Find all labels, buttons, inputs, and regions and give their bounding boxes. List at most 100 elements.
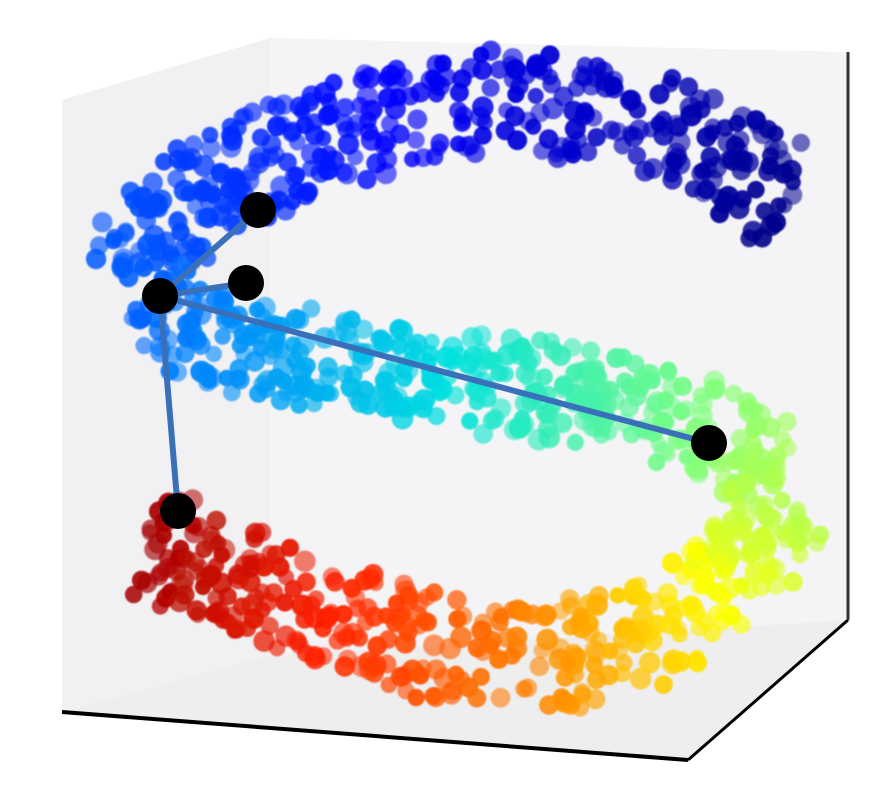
scatter-point	[209, 205, 231, 227]
scatter-point	[503, 647, 521, 665]
scatter-point	[175, 344, 195, 364]
scatter-point	[622, 425, 641, 444]
scatter-point	[259, 95, 278, 114]
scatter-point	[471, 667, 490, 686]
scatter-point	[473, 126, 492, 145]
scatter-point	[239, 571, 261, 593]
scatter-point	[449, 101, 468, 120]
graph-node-hub	[142, 278, 178, 314]
scatter-point	[423, 333, 440, 350]
scatter-point	[356, 614, 374, 631]
scatter-point	[235, 345, 253, 363]
scatter-point	[351, 96, 369, 114]
scatter-point	[357, 394, 379, 415]
scatter-point	[317, 159, 339, 181]
graph-nodes	[142, 192, 727, 529]
scatter-point	[431, 384, 449, 402]
scatter-point	[173, 569, 195, 590]
scatter-point	[283, 375, 303, 396]
scatter-point	[128, 308, 151, 330]
scatter-point	[589, 586, 609, 606]
scatter-point	[566, 363, 584, 381]
scatter-point	[576, 56, 594, 74]
scatter-point	[791, 546, 809, 564]
scatter-point	[267, 116, 288, 137]
scatter-point	[176, 314, 196, 333]
graph-node-n4	[691, 425, 727, 461]
scatter-point	[278, 152, 297, 172]
scatter-point	[436, 67, 456, 87]
scatter-point	[393, 398, 412, 417]
scatter-point	[460, 58, 481, 78]
scatter-point	[260, 616, 279, 635]
scatter-point	[510, 77, 529, 96]
scatter-point	[573, 686, 592, 704]
scatter-point	[395, 615, 417, 638]
scatter-point	[194, 185, 212, 203]
scatter-point	[625, 627, 642, 644]
scatter-point	[214, 328, 231, 345]
scatter-point	[418, 588, 436, 606]
scatter-point	[377, 380, 399, 402]
scatter-point	[273, 342, 290, 359]
scatter-point	[249, 301, 266, 318]
scatter-point	[289, 133, 306, 151]
scatter-point	[758, 162, 778, 182]
scatter-point	[702, 623, 722, 643]
scatter-point	[155, 152, 173, 171]
graph-node-n3	[160, 493, 196, 529]
scatter-point	[446, 386, 465, 405]
scatter-point	[678, 77, 699, 97]
scatter-point	[512, 602, 529, 619]
scatter-point	[746, 110, 766, 131]
scatter-point	[485, 351, 503, 370]
scatter-point	[428, 85, 445, 103]
scatter-point	[342, 622, 364, 645]
scatter-point	[620, 89, 642, 112]
scatter-point	[387, 59, 406, 79]
scatter-point	[731, 160, 752, 181]
scatter-point	[792, 516, 814, 538]
scatter-point	[321, 603, 341, 623]
scatter-point	[705, 156, 727, 179]
scatter-point	[627, 146, 647, 165]
scatter-point	[717, 185, 739, 208]
scatter-point	[407, 333, 428, 354]
scatter-point	[536, 628, 559, 651]
scatter-point	[359, 66, 381, 89]
scatter-point	[584, 639, 605, 661]
scatter-point	[710, 204, 730, 224]
graph-edge-hub-n4	[157, 293, 712, 446]
scatter-point	[295, 116, 314, 134]
scatter-point	[542, 74, 562, 94]
scatter-point	[362, 563, 384, 585]
scatter-point	[185, 552, 205, 572]
scatter-point	[391, 320, 414, 343]
scatter-point	[124, 585, 143, 604]
scatter-point	[411, 666, 430, 685]
scatter-point	[514, 341, 534, 361]
scatter-point	[486, 602, 505, 622]
scatter-point	[272, 356, 294, 378]
scatter-point	[151, 597, 169, 615]
scatter-point	[186, 198, 203, 215]
scatter-point	[294, 550, 316, 573]
scatter-point	[220, 613, 237, 631]
scatter-point	[377, 607, 394, 624]
scatter-point	[201, 138, 221, 158]
scatter-point	[581, 341, 601, 361]
scatter-point	[505, 59, 526, 80]
scatter-point	[473, 613, 492, 632]
scatter-point	[290, 636, 309, 655]
scatter-point	[663, 166, 680, 183]
scatter-point	[634, 590, 652, 608]
scatter-point	[535, 368, 553, 386]
scatter-point	[739, 451, 762, 473]
scatter-point	[606, 348, 627, 368]
scatter-point	[563, 100, 584, 122]
scatter-point	[390, 666, 411, 687]
scatter-point	[752, 227, 773, 248]
scatter-point	[467, 688, 487, 708]
scatter-point	[449, 83, 469, 102]
